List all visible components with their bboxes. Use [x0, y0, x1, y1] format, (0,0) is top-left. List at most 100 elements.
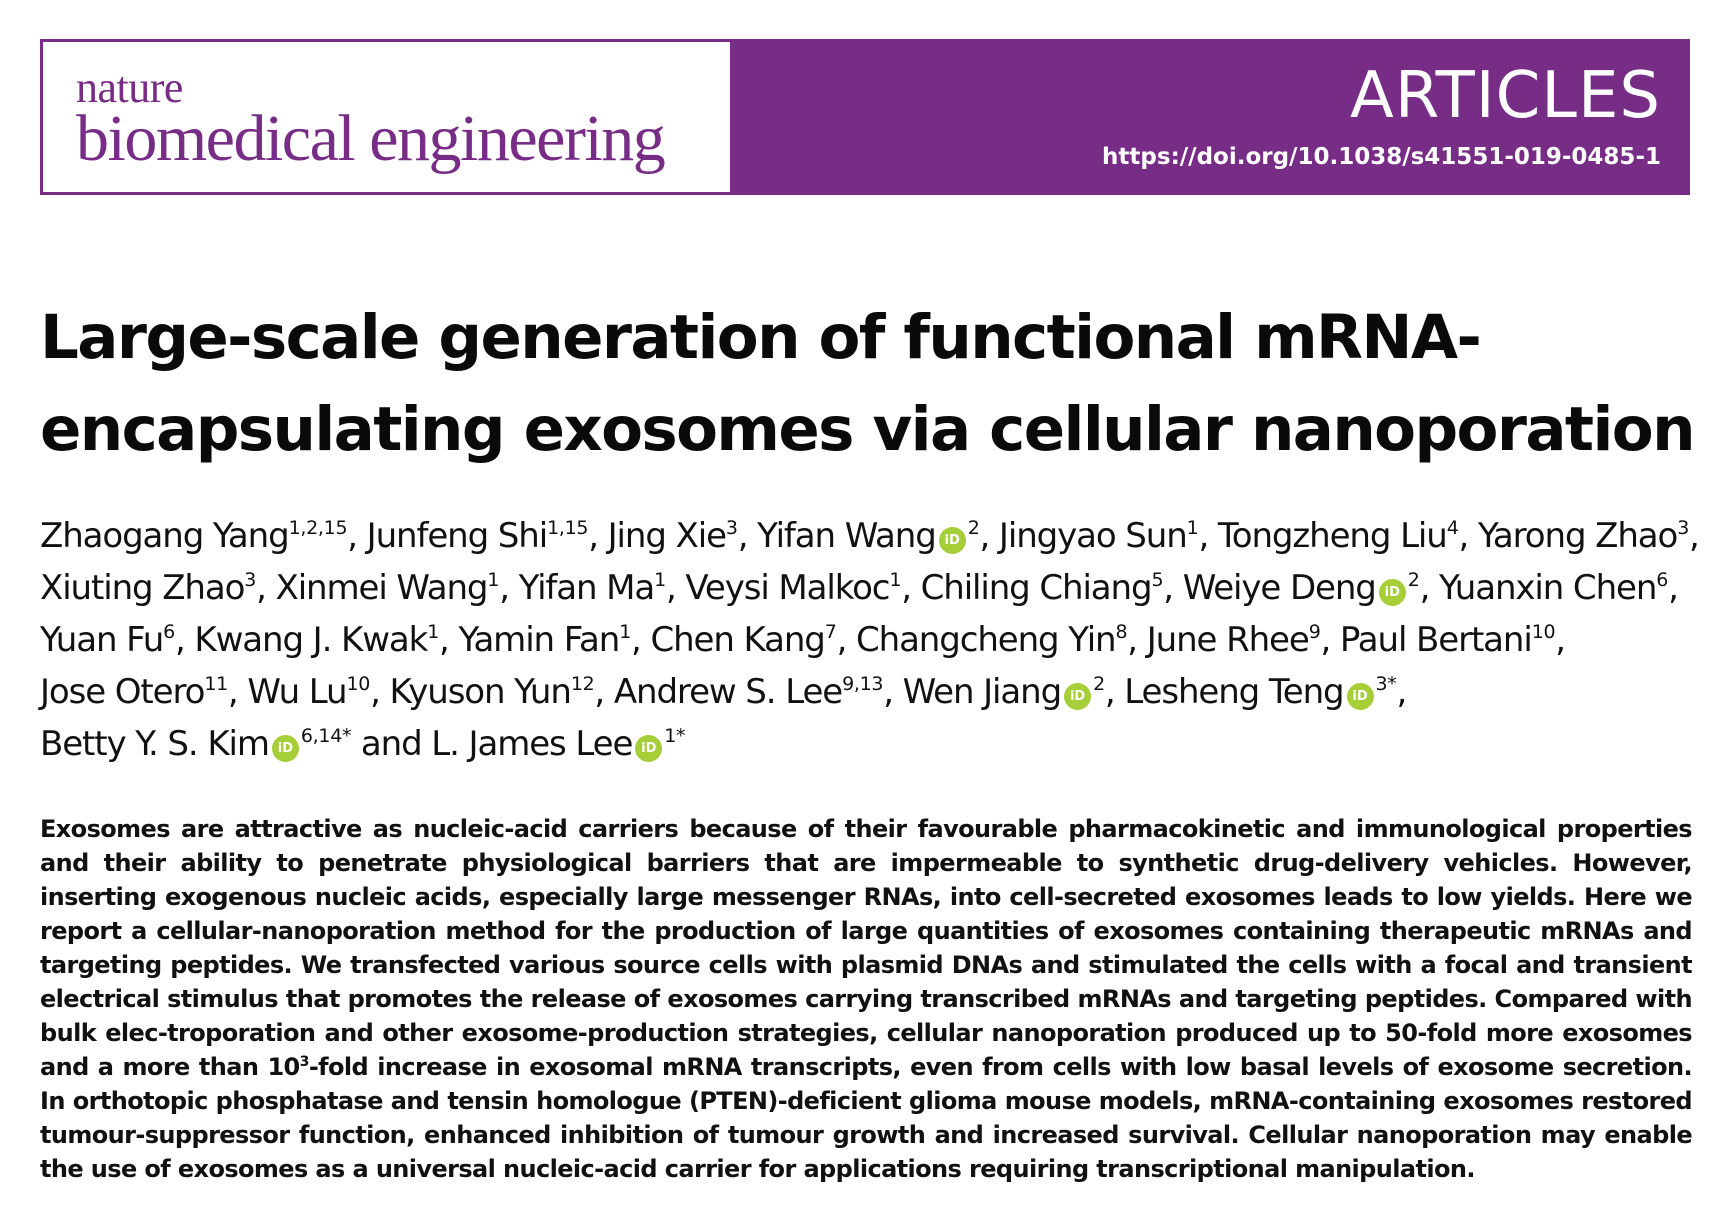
- author-name[interactable]: Lesheng Teng: [1124, 672, 1344, 712]
- author-item[interactable]: Junfeng Shi1,15: [367, 516, 589, 556]
- author-name[interactable]: Chiling Chiang: [920, 568, 1153, 608]
- author-item[interactable]: Wu Lu10: [247, 672, 370, 712]
- author-name[interactable]: Paul Bertani: [1339, 620, 1533, 660]
- author-affiliation: 2: [1093, 673, 1105, 695]
- author-item[interactable]: Andrew S. Lee9,13: [613, 672, 884, 712]
- author-name[interactable]: Xiuting Zhao: [40, 568, 245, 608]
- author-item[interactable]: Yuanxin Chen6: [1439, 568, 1668, 608]
- author-affiliation: 8: [1115, 621, 1128, 643]
- author-item[interactable]: Jose Otero11: [40, 672, 228, 712]
- author-name[interactable]: Yuan Fu: [40, 620, 164, 660]
- author-name[interactable]: Jingyao Sun: [998, 516, 1188, 556]
- author-item[interactable]: Kwang J. Kwak1: [194, 620, 439, 660]
- author-name[interactable]: Chen Kang: [650, 620, 825, 660]
- journal-name-line2: biomedical engineering: [76, 102, 666, 175]
- orcid-icon[interactable]: iD: [271, 735, 299, 762]
- author-item[interactable]: Chiling Chiang5: [921, 568, 1164, 608]
- orcid-icon[interactable]: iD: [1378, 579, 1406, 606]
- author-name[interactable]: Junfeng Shi: [366, 516, 549, 556]
- author-affiliation: 6: [163, 621, 175, 643]
- author-name[interactable]: Yamin Fan: [458, 620, 620, 660]
- author-name[interactable]: Yifan Ma: [518, 568, 656, 608]
- author-affiliation: 9,13: [842, 673, 884, 695]
- author-item[interactable]: Zhaogang Yang1,2,15: [40, 516, 348, 556]
- author-item[interactable]: Yarong Zhao3: [1478, 516, 1689, 556]
- orcid-icon[interactable]: iD: [1346, 683, 1374, 710]
- author-item[interactable]: Chen Kang7: [650, 620, 836, 660]
- author-name[interactable]: Betty Y. S. Kim: [40, 724, 270, 764]
- author-separator: ,: [1320, 620, 1340, 660]
- author-affiliation: 6,14*: [300, 725, 352, 747]
- author-name[interactable]: Changcheng Yin: [855, 620, 1117, 660]
- author-separator: ,: [594, 672, 614, 712]
- article-title: Large-scale generation of functional mRN…: [40, 302, 1696, 465]
- author-name[interactable]: Wu Lu: [247, 672, 347, 712]
- author-name[interactable]: June Rhee: [1146, 620, 1310, 660]
- author-item[interactable]: Kyuson Yun12: [390, 672, 595, 712]
- author-item[interactable]: Tongzheng Liu4: [1218, 516, 1459, 556]
- author-item[interactable]: Paul Bertani10: [1339, 620, 1556, 660]
- author-separator: ,: [1163, 568, 1183, 608]
- orcid-icon[interactable]: iD: [635, 735, 663, 762]
- author-name[interactable]: Jose Otero: [40, 672, 205, 712]
- author-name[interactable]: Xinmei Wang: [275, 568, 489, 608]
- author-separator: ,: [737, 516, 758, 556]
- author-item[interactable]: Yifan Wang iD2: [757, 516, 980, 556]
- author-separator: ,: [1458, 516, 1478, 556]
- section-label: ARTICLES: [1350, 59, 1661, 133]
- author-separator: ,: [370, 672, 390, 712]
- author-affiliation: 1: [619, 621, 632, 643]
- author-item[interactable]: Weiye Deng iD2: [1183, 568, 1420, 608]
- author-name[interactable]: Jing Xie: [607, 516, 727, 556]
- author-separator: ,: [665, 568, 686, 608]
- author-name[interactable]: Tongzheng Liu: [1217, 516, 1448, 556]
- author-item[interactable]: Jing Xie3: [608, 516, 738, 556]
- author-item[interactable]: June Rhee9: [1147, 620, 1321, 660]
- author-affiliation: 3*: [1375, 673, 1397, 695]
- author-name[interactable]: Wen Jiang: [902, 672, 1063, 712]
- author-name[interactable]: Andrew S. Lee: [613, 672, 843, 712]
- journal-logo[interactable]: nature biomedical engineering: [43, 42, 730, 192]
- author-item[interactable]: Xinmei Wang1: [276, 568, 500, 608]
- author-affiliation: 12: [570, 673, 595, 695]
- author-separator: ,: [883, 672, 903, 712]
- orcid-icon[interactable]: iD: [1064, 683, 1092, 710]
- orcid-icon[interactable]: iD: [938, 527, 966, 554]
- author-separator: ,: [1668, 568, 1679, 608]
- author-item[interactable]: Betty Y. S. Kim iD6,14*: [40, 724, 352, 764]
- author-affiliation: 4: [1446, 517, 1459, 539]
- abstract-superscript: 3: [299, 1054, 310, 1070]
- masthead-banner: ARTICLES https://doi.org/10.1038/s41551-…: [730, 42, 1687, 192]
- author-item[interactable]: Lesheng Teng iD3*: [1124, 672, 1397, 712]
- author-item[interactable]: L. James Lee iD1*: [431, 724, 685, 764]
- author-name[interactable]: Yifan Wang: [757, 516, 937, 556]
- author-name[interactable]: L. James Lee: [431, 724, 633, 764]
- author-name[interactable]: Yuanxin Chen: [1439, 568, 1657, 608]
- author-affiliation: 2: [967, 517, 980, 539]
- author-item[interactable]: Changcheng Yin8: [855, 620, 1128, 660]
- author-name[interactable]: Zhaogang Yang: [40, 516, 290, 556]
- author-separator: ,: [631, 620, 651, 660]
- author-affiliation: 10: [346, 673, 371, 695]
- author-name[interactable]: Kwang J. Kwak: [194, 620, 428, 660]
- author-name[interactable]: Weiye Deng: [1182, 568, 1377, 608]
- author-affiliation: 1,15: [547, 517, 589, 539]
- author-item[interactable]: Xiuting Zhao3: [40, 568, 256, 608]
- author-item[interactable]: Yifan Ma1: [518, 568, 667, 608]
- doi-link[interactable]: https://doi.org/10.1038/s41551-019-0485-…: [1102, 144, 1661, 170]
- author-affiliation: 3: [1677, 517, 1690, 539]
- author-item[interactable]: Yamin Fan1: [458, 620, 631, 660]
- author-affiliation: 1: [427, 621, 440, 643]
- author-name[interactable]: Kyuson Yun: [389, 672, 572, 712]
- author-item[interactable]: Veysi Malkoc1: [685, 568, 901, 608]
- author-name[interactable]: Veysi Malkoc: [685, 568, 890, 608]
- author-name[interactable]: Yarong Zhao: [1477, 516, 1678, 556]
- author-item[interactable]: Wen Jiang iD2: [902, 672, 1106, 712]
- author-item[interactable]: Jingyao Sun1: [999, 516, 1199, 556]
- author-affiliation: 1: [487, 569, 500, 591]
- author-separator: ,: [439, 620, 459, 660]
- author-affiliation: 7: [824, 621, 837, 643]
- author-item[interactable]: Yuan Fu6: [40, 620, 175, 660]
- author-affiliation: 9: [1308, 621, 1321, 643]
- journal-masthead: nature biomedical engineering ARTICLES h…: [40, 39, 1690, 195]
